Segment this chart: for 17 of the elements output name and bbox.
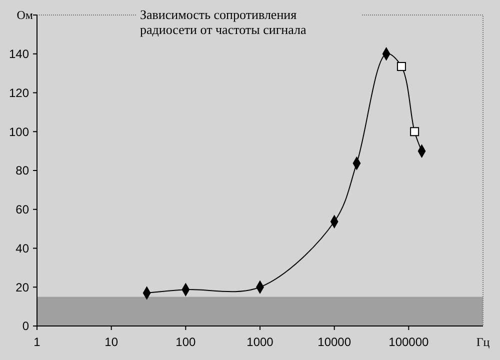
x-tick-label: 1000 (246, 335, 274, 349)
y-tick-label: 40 (16, 241, 30, 256)
x-tick-label: 1 (34, 335, 41, 349)
x-tick-label: 100000 (388, 335, 430, 349)
y-tick-label: 140 (8, 47, 30, 62)
y-tick-label: 60 (16, 202, 30, 217)
y-tick-label: 80 (16, 164, 30, 178)
y-axis-title: Ом (16, 8, 34, 22)
y-tick-label: 100 (8, 124, 30, 139)
x-tick-label: 10000 (318, 335, 352, 349)
x-tick-label: 10 (104, 335, 118, 349)
x-axis-title: Гц (476, 335, 490, 349)
y-tick-label: 20 (16, 280, 30, 294)
y-tick-label: 0 (22, 319, 30, 334)
chart-title: Зависимость сопротивления радиосети от частоты сигнала (140, 7, 306, 37)
x-tick-label: 100 (176, 335, 196, 349)
y-tick-label: 120 (8, 86, 30, 100)
